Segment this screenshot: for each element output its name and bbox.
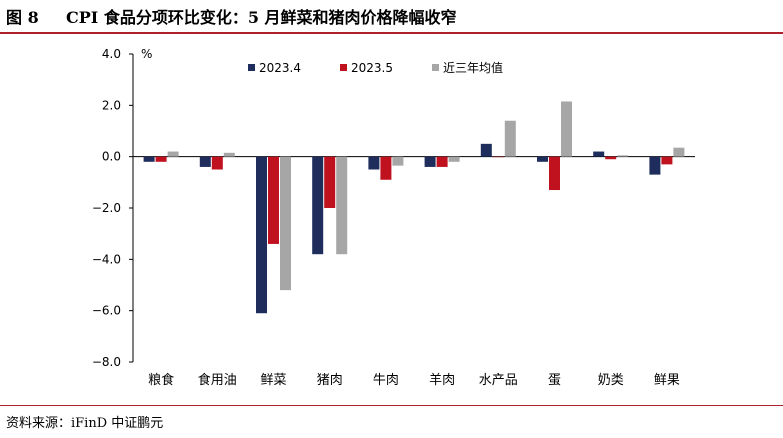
bar — [617, 155, 629, 157]
figure-label: 图 8 — [6, 8, 39, 27]
bar — [549, 156, 560, 191]
legend-label: 近三年均值 — [443, 60, 503, 75]
bar — [649, 156, 661, 175]
bar — [448, 156, 460, 162]
x-category-label: 鲜果 — [654, 373, 680, 388]
y-tick-label: 4.0 — [102, 47, 121, 61]
bar — [143, 156, 155, 162]
y-tick-label: −8.0 — [92, 355, 121, 369]
bar — [504, 120, 516, 157]
x-category-label: 奶类 — [598, 373, 624, 388]
title-row: 图 8 CPI 食品分项环比变化：5 月鲜菜和猪肉价格降幅收窄 — [0, 0, 783, 30]
bar — [256, 156, 267, 314]
bar — [673, 147, 685, 157]
x-category-label: 蛋 — [548, 373, 561, 388]
legend-swatch — [248, 64, 255, 71]
y-tick-label: −4.0 — [92, 252, 121, 266]
bar — [336, 156, 348, 255]
x-category-label: 鲜菜 — [260, 373, 286, 388]
bar — [368, 156, 380, 170]
bar — [561, 101, 572, 157]
bar — [324, 156, 336, 208]
x-category-label: 羊肉 — [429, 372, 455, 388]
bar — [605, 156, 617, 160]
y-tick-label: 0.0 — [102, 150, 121, 164]
y-tick-label: −2.0 — [92, 201, 121, 215]
top-rule — [0, 32, 783, 34]
bar — [392, 156, 404, 166]
bar — [155, 156, 167, 162]
bar — [661, 156, 673, 165]
bar — [424, 156, 436, 167]
bar — [492, 156, 504, 158]
chart-title: CPI 食品分项环比变化：5 月鲜菜和猪肉价格降幅收窄 — [66, 8, 457, 27]
x-category-label: 食用油 — [198, 372, 237, 388]
x-category-label: 牛肉 — [373, 373, 399, 388]
bottom-rule — [0, 405, 783, 406]
bar — [268, 156, 279, 244]
x-category-label: 猪肉 — [317, 373, 343, 388]
x-category-label: 粮食 — [148, 372, 174, 388]
bar — [167, 151, 179, 157]
x-category-label: 水产品 — [479, 373, 518, 388]
bar — [199, 156, 211, 167]
y-tick-label: −6.0 — [92, 304, 121, 318]
legend-label: 2023.4 — [259, 61, 301, 75]
bar — [537, 156, 548, 162]
bar-chart: 4.0 2.0 0.0 −2.0 −4.0 −6.0 −8.0% 粮食 食用油 鲜菜 猪肉 牛肉 羊肉 水… — [92, 47, 695, 388]
legend-swatch — [340, 64, 347, 71]
bar — [436, 156, 448, 167]
y-tick-label: 2.0 — [102, 98, 121, 112]
legend-label: 2023.5 — [351, 61, 393, 75]
bar — [380, 156, 392, 180]
bar — [480, 143, 492, 157]
bar — [280, 156, 291, 291]
y-unit-label: % — [141, 47, 152, 61]
source-note: 资料来源：iFinD 中证鹏元 — [6, 416, 164, 431]
bar — [211, 156, 223, 170]
legend-swatch — [432, 64, 439, 71]
bar — [312, 156, 324, 255]
bar — [223, 152, 235, 157]
bar — [593, 151, 605, 157]
